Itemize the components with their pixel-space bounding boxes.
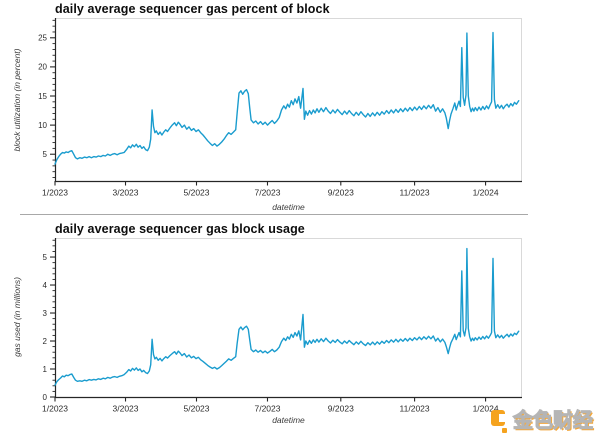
svg-text:0: 0 (43, 393, 48, 402)
svg-text:3: 3 (43, 309, 48, 318)
svg-text:1/2023: 1/2023 (42, 188, 68, 198)
x-axis-label-datetime-bottom: datetime (272, 415, 305, 425)
jinse-finance-logo-icon (491, 408, 510, 434)
logo-notch (499, 414, 506, 422)
watermark-text: 金色财经 (513, 410, 594, 433)
svg-text:25: 25 (38, 34, 47, 43)
svg-text:20: 20 (38, 63, 47, 72)
svg-text:3/2023: 3/2023 (113, 188, 139, 198)
chart-divider-line (20, 214, 528, 215)
svg-text:1/2024: 1/2024 (473, 404, 499, 414)
svg-text:15: 15 (38, 92, 47, 101)
svg-text:1: 1 (43, 365, 48, 374)
svg-text:1/2024: 1/2024 (473, 188, 499, 198)
svg-text:5/2023: 5/2023 (184, 404, 210, 414)
svg-text:4: 4 (43, 281, 48, 290)
svg-text:7/2023: 7/2023 (254, 188, 280, 198)
svg-text:11/2023: 11/2023 (400, 404, 430, 414)
chart-title-gas-percent: daily average sequencer gas percent of b… (55, 2, 330, 16)
x-axis-label-datetime-top: datetime (272, 202, 305, 212)
svg-text:5: 5 (43, 253, 48, 262)
logo-dot (502, 428, 507, 433)
gas-percent-line-chart: 5 10 15 20 25 1/2023 3/2023 5/2023 7/2023 9/2023 1… (38, 18, 522, 198)
svg-text:11/2023: 11/2023 (400, 188, 430, 198)
gas-usage-line-chart: 0 1 2 3 4 5 1/2023 3/2023 5/2023 7/2023 9/2023 11/2… (42, 238, 522, 414)
svg-text:10: 10 (38, 121, 47, 130)
svg-text:3/2023: 3/2023 (113, 404, 139, 414)
svg-text:9/2023: 9/2023 (328, 404, 354, 414)
svg-text:5/2023: 5/2023 (184, 188, 210, 198)
chart-title-gas-usage: daily average sequencer gas block usage (55, 222, 305, 236)
svg-text:9/2023: 9/2023 (328, 188, 354, 198)
svg-text:1/2023: 1/2023 (42, 404, 68, 414)
jinse-finance-watermark: 金色财经 (491, 404, 599, 438)
svg-text:5: 5 (43, 150, 48, 159)
svg-text:2: 2 (43, 337, 48, 346)
svg-text:7/2023: 7/2023 (254, 404, 280, 414)
